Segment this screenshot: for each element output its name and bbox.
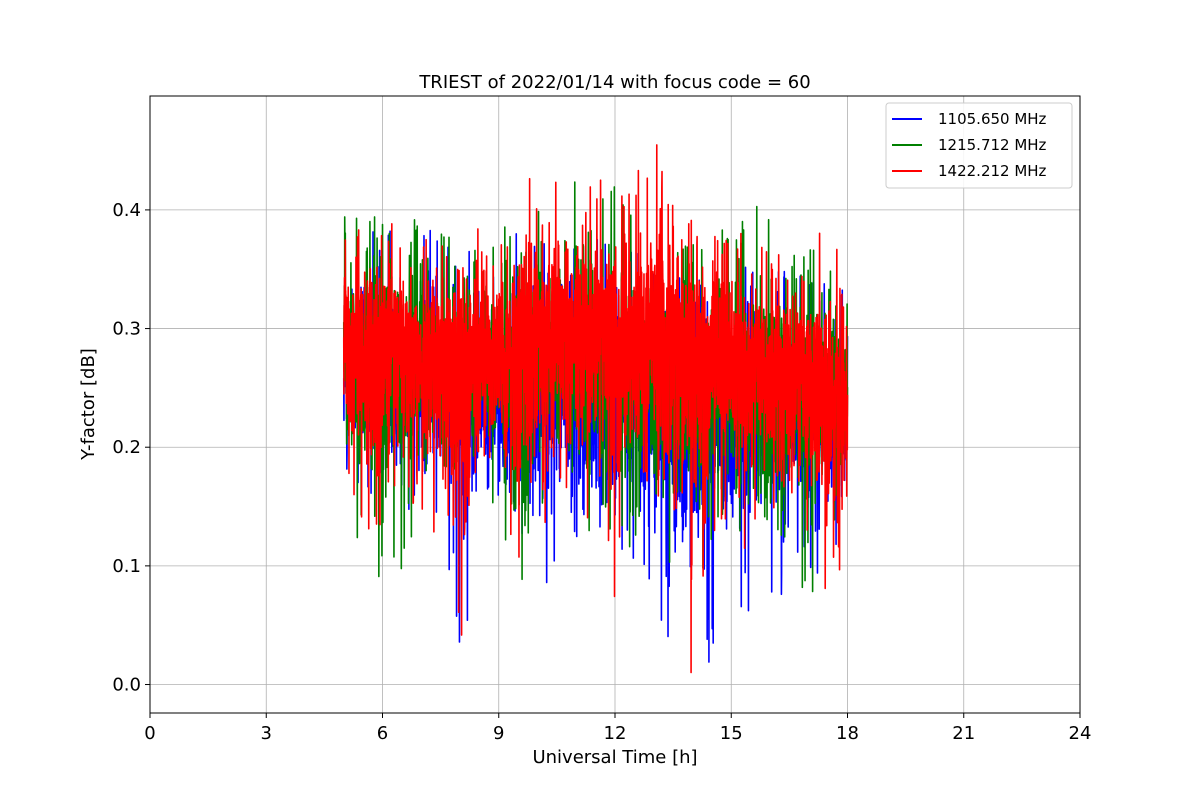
y-tick-label: 0.3 <box>112 319 141 340</box>
legend-label: 1215.712 MHz <box>938 136 1047 154</box>
legend-label: 1422.212 MHz <box>938 162 1047 180</box>
legend-label: 1105.650 MHz <box>938 110 1047 128</box>
x-tick-label: 24 <box>1069 723 1092 744</box>
x-tick-label: 21 <box>952 723 975 744</box>
chart-title: TRIEST of 2022/01/14 with focus code = 6… <box>418 72 810 93</box>
y-axis: 0.0 0.1 0.2 0.3 0.4 <box>112 200 150 696</box>
y-tick-label: 0.4 <box>112 200 141 221</box>
x-axis: 0 3 6 9 12 15 18 21 24 <box>144 713 1091 744</box>
y-tick-label: 0.0 <box>112 675 141 696</box>
y-tick-label: 0.1 <box>112 556 141 577</box>
x-tick-label: 15 <box>720 723 743 744</box>
series-line <box>342 144 849 674</box>
x-tick-label: 18 <box>836 723 859 744</box>
y-tick-label: 0.2 <box>112 437 141 458</box>
x-tick-label: 12 <box>604 723 627 744</box>
x-tick-label: 3 <box>261 723 272 744</box>
y-axis-label: Y-factor [dB] <box>78 348 99 461</box>
legend-box <box>885 102 1073 189</box>
x-axis-label: Universal Time [h] <box>532 747 697 768</box>
plot-area <box>342 144 849 674</box>
x-tick-label: 6 <box>377 723 388 744</box>
legend: 1105.650 MHz 1215.712 MHz 1422.212 MHz <box>885 102 1073 189</box>
x-tick-label: 9 <box>493 723 504 744</box>
x-tick-label: 0 <box>144 723 155 744</box>
